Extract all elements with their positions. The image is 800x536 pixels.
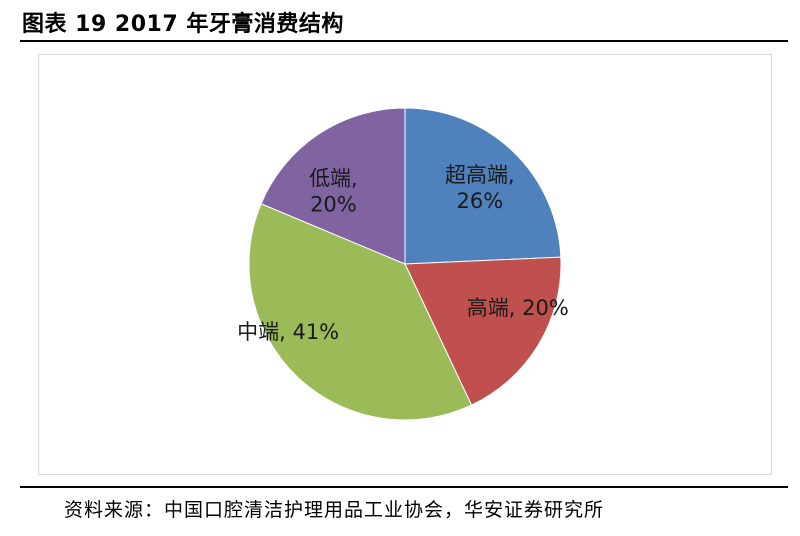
pie-label-2: 中端, 41%: [237, 320, 339, 344]
pie-slice-3: [260, 107, 406, 265]
pie-label-3: 低端, 20%: [309, 166, 358, 216]
pie-slice-1: [404, 256, 562, 406]
pie-label-1: 高端, 20%: [467, 296, 569, 320]
source-divider: [20, 486, 788, 488]
figure-title: 图表 19 2017 年牙膏消费结构: [22, 12, 344, 37]
title-divider: [20, 40, 788, 42]
pie-label-0: 超高端, 26%: [445, 163, 515, 213]
pie-slice-0: [404, 107, 562, 265]
source-note: 资料来源：中国口腔清洁护理用品工业协会，华安证券研究所: [64, 499, 605, 521]
pie-slice-2: [248, 203, 473, 421]
